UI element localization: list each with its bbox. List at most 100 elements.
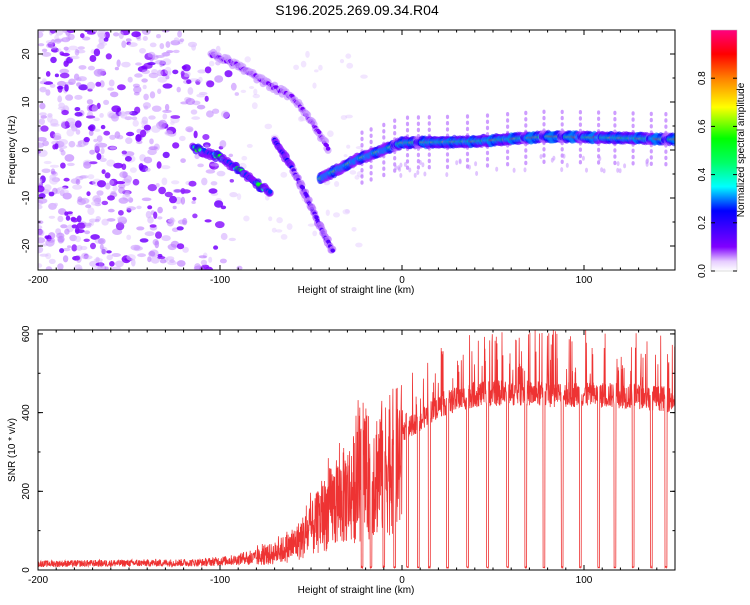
spectrogram-cell [167, 243, 177, 251]
spectrogram-cell [39, 253, 49, 257]
spectrogram-cell [214, 200, 224, 208]
spectrogram-cell [121, 40, 127, 48]
spectrogram-cell [664, 118, 668, 123]
spectrogram-cell [59, 248, 65, 254]
spectrogram-cell [192, 213, 198, 219]
spectrogram-cell [325, 209, 330, 216]
spectrogram-cell [83, 136, 90, 143]
spectrogram-cell [60, 52, 70, 57]
spectrogram-cell [118, 210, 124, 216]
colorbar-ticks: 0.0 0.2 0.4 0.6 0.8 [697, 71, 737, 278]
spectrogram-cell [560, 122, 564, 127]
spectrogram-cell [83, 161, 92, 169]
spectrogram-cell [57, 235, 65, 243]
spectrogram-cell [124, 190, 130, 197]
spectrogram-cell [213, 245, 219, 250]
spectrogram-cell [565, 162, 569, 168]
spectrogram-cell [191, 44, 197, 51]
spectrogram-cell [118, 184, 126, 189]
spectrogram-cell [42, 78, 47, 83]
spectrogram-cell [86, 191, 91, 197]
spectrogram-cell [280, 234, 288, 240]
spectrogram-cell [324, 143, 329, 148]
spectrogram-cell [172, 188, 181, 194]
spectrogram-cell [196, 104, 206, 110]
spectrogram-cell [405, 128, 410, 133]
spectrogram-cell [96, 141, 103, 147]
x-tick-label: -100 [210, 575, 230, 586]
spectrogram-cell [179, 135, 186, 142]
spectrogram-cell [631, 117, 635, 122]
spectrogram-cell [143, 156, 153, 164]
spectrogram-cell [598, 156, 602, 162]
spectrogram-cell [585, 167, 588, 173]
spectrogram-cell [465, 126, 470, 132]
spectrogram-cell [191, 200, 196, 204]
spectrogram-cell [38, 149, 48, 157]
spectrogram-cell [613, 123, 617, 128]
spectrogram-cell [151, 105, 162, 112]
spectrogram-cell [101, 200, 109, 206]
spectrogram-cell [427, 121, 431, 126]
spectrogram-cell [158, 186, 167, 195]
spectrogram-cell [416, 121, 420, 127]
spectrogram-cell [38, 178, 43, 185]
spectrogram-cell [474, 161, 478, 167]
spectrogram-cell [578, 116, 583, 121]
x-tick-label: 100 [576, 275, 593, 286]
spectrogram-cell [64, 121, 70, 127]
spectrogram-cell [56, 85, 64, 90]
spectrogram-cell [93, 128, 101, 132]
spectrogram-cell [173, 37, 180, 43]
spectrogram-cell [93, 117, 100, 122]
spectrogram-cell [144, 231, 155, 237]
spectrogram-cell [339, 59, 345, 64]
spectrogram-cell [216, 170, 226, 177]
spectrogram-cell [506, 124, 510, 129]
spectrogram-cell [48, 258, 56, 264]
spectrogram-cell [251, 102, 258, 110]
spectrogram-cell [631, 111, 635, 116]
spectrogram-cell [524, 154, 528, 159]
spectrogram-cell [427, 152, 431, 157]
spectrogram-cell [485, 157, 490, 162]
spectrogram-cell [167, 218, 176, 223]
spectrogram-cell [104, 31, 110, 39]
spectrogram-cell [141, 197, 152, 202]
spectrogram-cell [524, 148, 528, 153]
spectrogram-cell [562, 153, 566, 159]
spectrogram-cell [38, 137, 47, 142]
spectrogram-cell [39, 112, 47, 116]
snr-x-label: Height of straight line (km) [298, 585, 415, 596]
spectrogram-cell [106, 254, 113, 261]
spectrogram-cell [560, 147, 564, 152]
spectrogram-cell [228, 153, 234, 158]
spectrogram-cell [597, 116, 601, 122]
spectrogram-cell [38, 118, 46, 125]
spectrogram-cell [394, 165, 398, 171]
y-tick-label: 10 [21, 96, 32, 108]
spectrogram-cell [369, 139, 373, 145]
spectrogram-cell [465, 114, 470, 119]
spectrogram-cell [445, 127, 450, 132]
spectrogram-cell [157, 216, 163, 220]
spectrogram-cell [92, 195, 102, 203]
spectrogram-cell [423, 171, 427, 177]
spectrogram-cell [57, 48, 62, 53]
snr-marks [38, 330, 675, 570]
spectrogram-cell [360, 143, 364, 148]
spectrogram-cell [57, 95, 63, 103]
spectrogram-cell [345, 53, 352, 59]
spectrogram-cell [613, 160, 617, 166]
spectrogram-cell [54, 202, 58, 207]
spectrogram-cell [89, 149, 95, 155]
spectrogram-cell [49, 30, 56, 34]
spectrogram-cell [445, 158, 450, 163]
spectrogram-cell [674, 137, 675, 141]
spectrogram-cell [244, 56, 251, 63]
spectrogram-cell [45, 71, 51, 77]
spectrogram-cell [176, 260, 186, 267]
spectrogram-cell [179, 38, 185, 42]
spectrogram-cell [204, 95, 209, 102]
snr-panel: -200 -100 0 100 0 200 400 600 Height of straigh… [7, 325, 676, 596]
